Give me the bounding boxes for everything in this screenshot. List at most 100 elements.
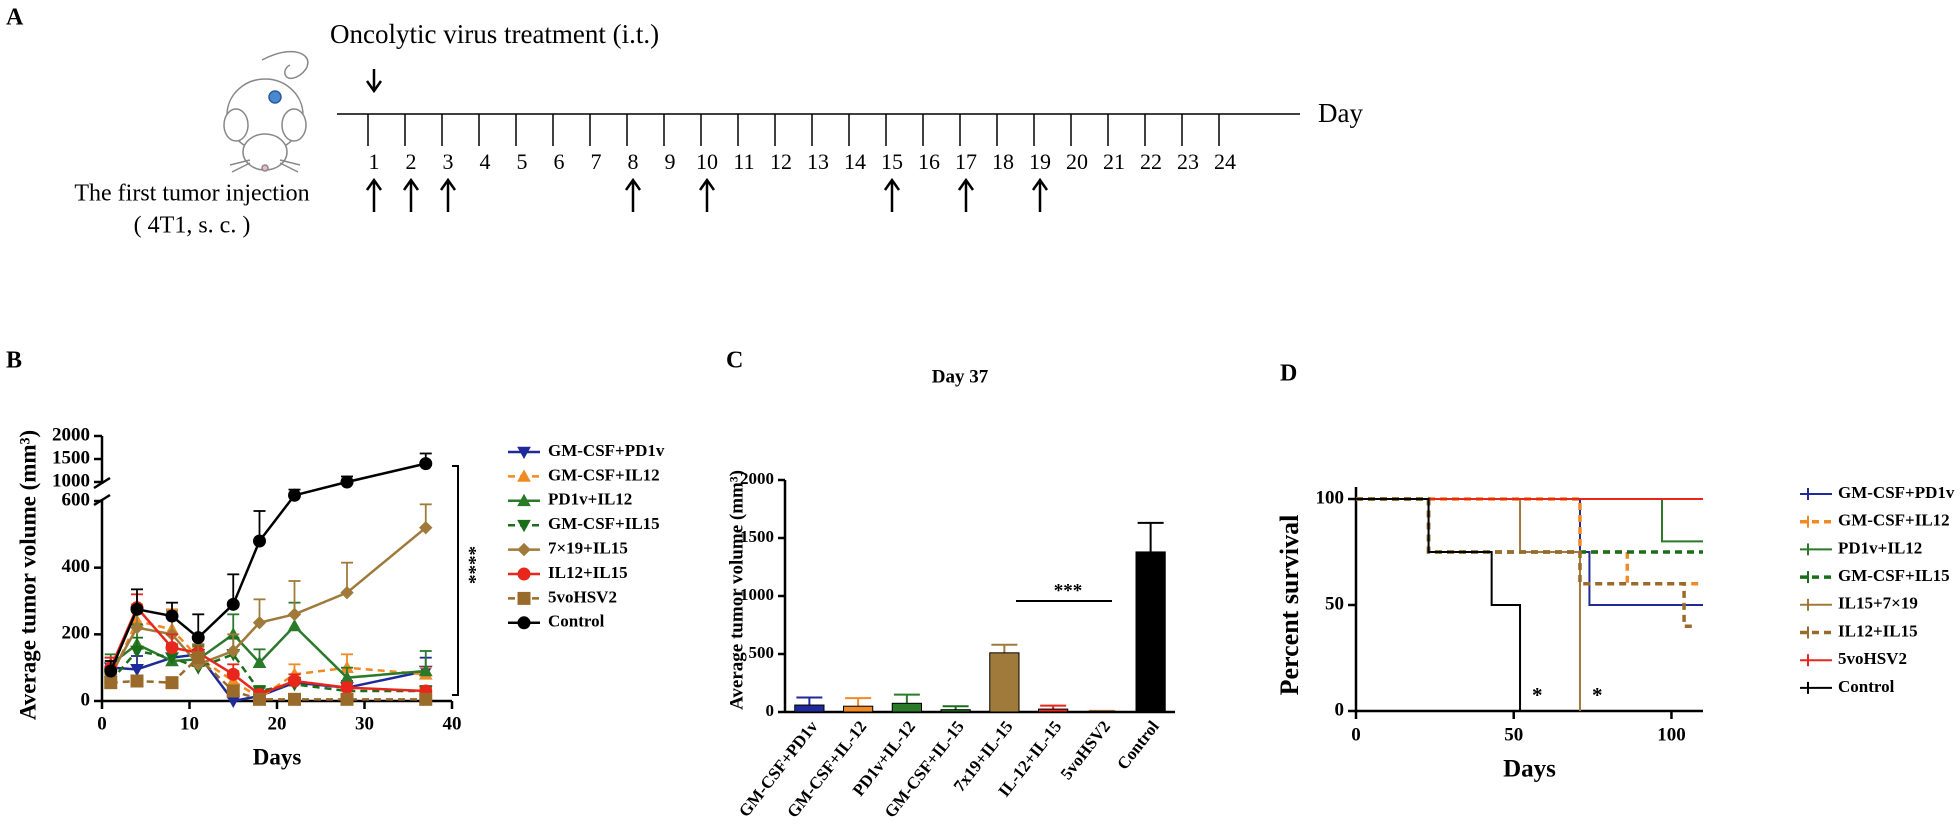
marker [226, 597, 240, 611]
panel-label: B [6, 348, 22, 374]
y-tick-label: 0 [766, 701, 775, 720]
treatment-label: Oncolytic virus treatment (i.t.) [330, 19, 659, 49]
legend-marker [517, 519, 531, 533]
bar [1086, 710, 1117, 713]
timeline-day: 20 [1066, 149, 1088, 174]
dose-arrow-head [402, 177, 420, 191]
y-tick-label: 50 [1325, 593, 1344, 614]
treatment-arrow-head [365, 80, 383, 94]
timeline-day: 7 [591, 149, 602, 174]
legend-label: IL12+IL15 [1838, 621, 1918, 640]
dose-arrow-head [1031, 177, 1049, 191]
timeline-day: 18 [992, 149, 1014, 174]
series-line [110, 653, 427, 703]
y-tick-label: 400 [62, 556, 91, 577]
x-tick-label: 0 [97, 713, 107, 734]
bar [989, 652, 1020, 713]
survival-curve [1356, 498, 1522, 711]
timeline-day: 8 [628, 149, 639, 174]
dose-arrow [624, 177, 642, 212]
significance: *** [1054, 580, 1083, 601]
marker [340, 681, 354, 695]
y-tick-label: 200 [62, 623, 91, 644]
timeline-day: 4 [480, 149, 491, 174]
dose-arrow-head [957, 177, 975, 191]
x-tick-label: 5voHSV2 [1057, 717, 1114, 783]
legend-marker [517, 469, 531, 482]
legend-marker [517, 446, 531, 460]
bar [794, 704, 825, 713]
significance: * [1592, 683, 1603, 707]
treatment-arrow [365, 69, 383, 94]
x-tick-label: 30 [355, 713, 374, 734]
y-tick-label: 1000 [740, 585, 774, 604]
legend-label: Control [1838, 677, 1895, 696]
timeline-day: 21 [1103, 149, 1125, 174]
bar [843, 705, 874, 713]
error-bar [991, 643, 1018, 653]
legend-marker [517, 493, 531, 507]
marker [130, 602, 144, 616]
bar [891, 702, 922, 713]
dose-arrow [365, 177, 383, 212]
marker [130, 664, 144, 677]
error-bar [845, 697, 872, 707]
timeline-day: 23 [1177, 149, 1199, 174]
marker [226, 684, 240, 698]
error-bar [796, 696, 823, 706]
mouse-icon [223, 50, 309, 173]
x-tick-label: 20 [268, 713, 287, 734]
y-tick-label: 0 [81, 689, 91, 710]
timeline-day: 24 [1214, 149, 1236, 174]
dose-arrow [402, 177, 420, 212]
x-axis-label: Days [1503, 756, 1556, 783]
marker [419, 520, 433, 535]
dose-arrow-head [439, 177, 457, 191]
x-tick-label: Control [1113, 717, 1163, 773]
y-tick-label: 2000 [52, 424, 90, 445]
marker [418, 663, 433, 677]
survival-curve [1356, 497, 1703, 554]
marker [104, 676, 118, 690]
legend-label: GM-CSF+PD1v [548, 441, 665, 460]
marker [191, 651, 205, 665]
marker [288, 488, 301, 502]
x-tick-label: 0 [1351, 724, 1361, 745]
timeline-day: 5 [517, 149, 528, 174]
legend-marker [517, 567, 531, 581]
series-line [109, 619, 426, 700]
injection-label: The first tumor injection [74, 181, 309, 207]
legend-label: 5voHSV2 [1838, 649, 1907, 668]
legend-label: GM-CSF+IL12 [1838, 511, 1950, 530]
error-bar [893, 693, 920, 704]
marker [288, 674, 301, 688]
dose-arrow [957, 177, 975, 212]
legend-label: PD1v+IL12 [1838, 538, 1922, 557]
legend-marker [517, 616, 531, 630]
y-tick-label: 1000 [52, 470, 90, 491]
error-bar [942, 705, 969, 710]
marker [130, 620, 144, 635]
dose-arrow-head [883, 177, 901, 191]
dose-arrow [698, 177, 716, 212]
y-axis-label: Average tumor volume (mm³) [15, 430, 40, 720]
timeline-day: 12 [770, 149, 792, 174]
marker [419, 692, 433, 706]
marker [165, 609, 179, 623]
legend-label: 7×19+IL15 [548, 539, 628, 558]
x-tick-label: 10 [180, 713, 199, 734]
legend-label: Control [548, 612, 605, 631]
timeline-day: 3 [443, 149, 454, 174]
timeline-day: 13 [807, 149, 829, 174]
marker [253, 692, 266, 706]
timeline-day: 15 [881, 149, 903, 174]
timeline-day: 11 [733, 149, 754, 174]
survival-curve [1356, 498, 1581, 711]
marker [104, 664, 118, 678]
x-axis-label: Days [253, 744, 302, 769]
panel-label: A [6, 5, 24, 31]
marker [340, 692, 354, 706]
y-tick-label: 100 [1316, 487, 1345, 508]
y-tick-label: 500 [749, 643, 775, 662]
